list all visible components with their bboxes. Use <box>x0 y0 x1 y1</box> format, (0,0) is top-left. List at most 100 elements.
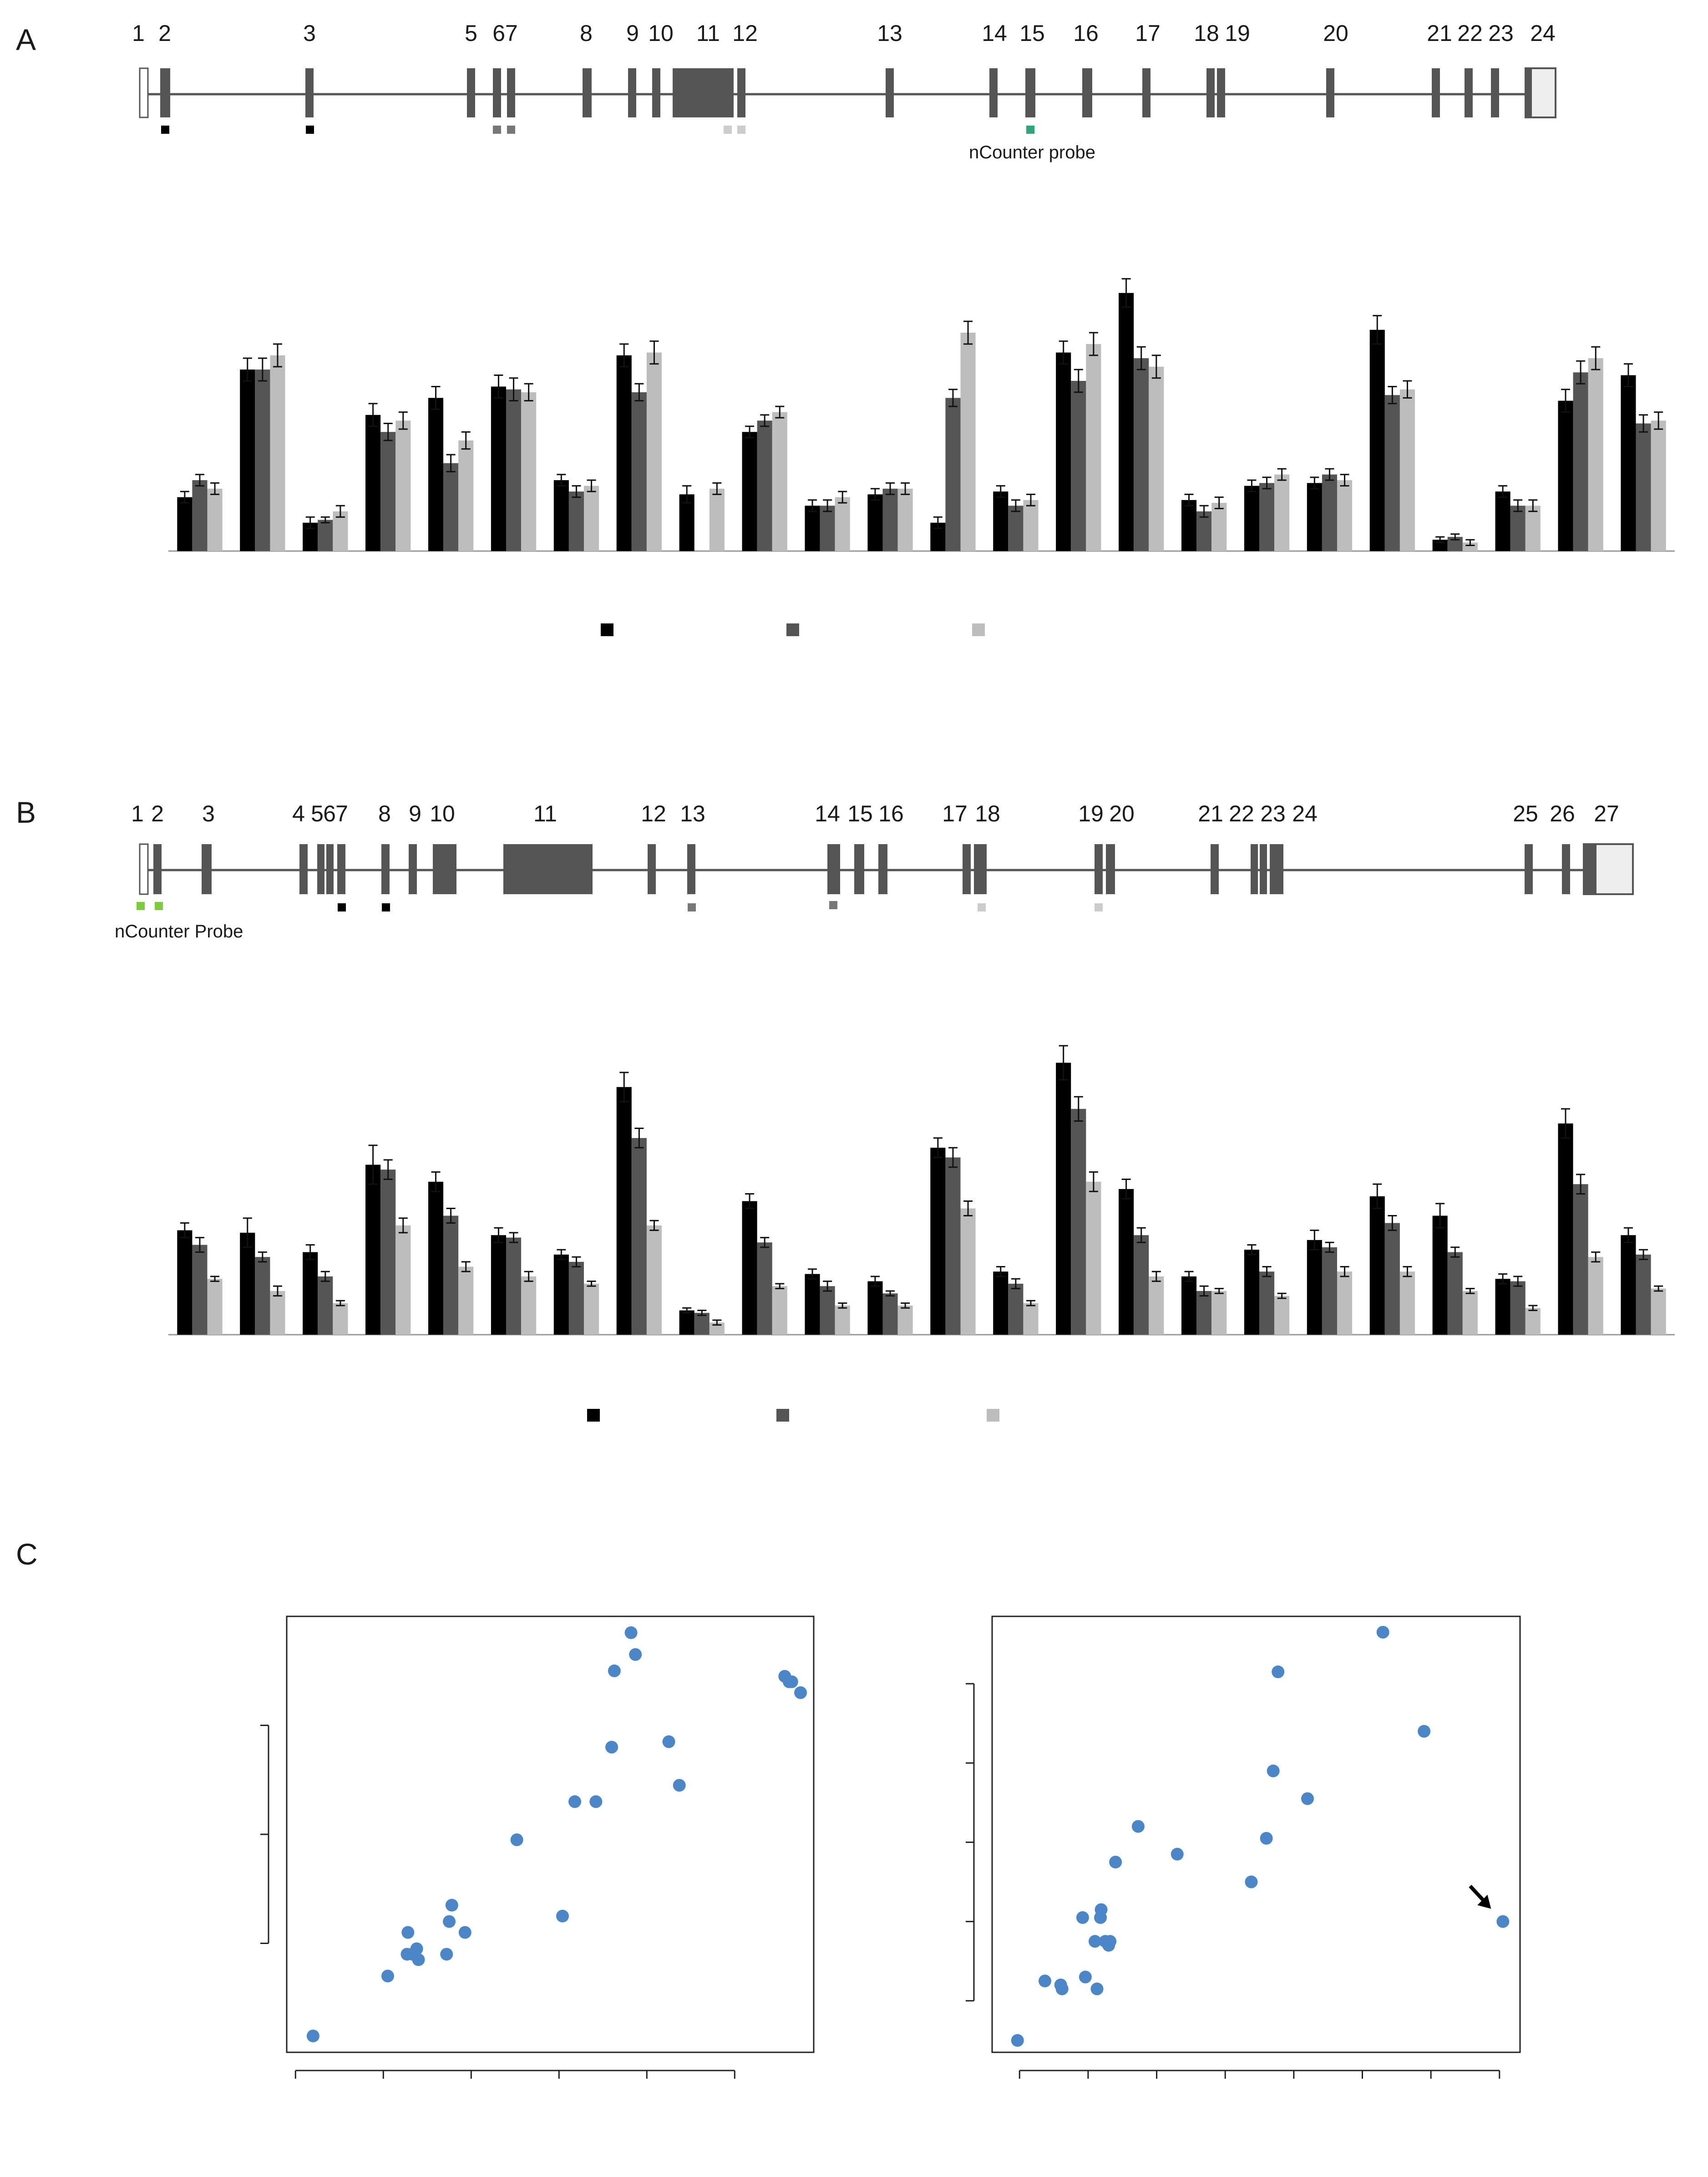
brca1-exon-label: 1 <box>132 20 145 46</box>
brca2-exon-label: 11 <box>533 801 557 826</box>
brca2-exon-label: 23 <box>1260 801 1286 826</box>
bar-brca1_e6e7 <box>1510 506 1526 551</box>
error-bar <box>933 516 943 529</box>
bar-brca1_e2e3 <box>240 370 255 551</box>
data-point <box>794 1686 807 1699</box>
error-bar <box>1325 1241 1334 1253</box>
data-point <box>1090 1982 1104 1995</box>
panel-label-b: B <box>16 795 36 829</box>
error-bar <box>1340 474 1349 487</box>
bar-brca1_e6e7 <box>1134 358 1149 551</box>
brca1-exon-18 <box>1206 68 1215 117</box>
error-bar <box>870 1276 880 1287</box>
bar-brca2_e13e14 <box>1636 1254 1651 1335</box>
bar-brca1_e11e12 <box>1274 474 1290 551</box>
brca2-primer-e7e8 <box>338 903 346 911</box>
error-bar <box>1136 1227 1146 1243</box>
bar-brca2_e18e19 <box>1149 1276 1164 1335</box>
bar-brca1_e2e3 <box>616 355 632 551</box>
bar-brca1_e6e7 <box>631 392 647 551</box>
data-point <box>443 1915 456 1928</box>
error-bar <box>383 423 393 441</box>
error-bar <box>649 340 659 365</box>
data-point <box>381 1969 394 1983</box>
bar-brca1_e2e3 <box>1495 491 1510 551</box>
bar-brca1_e6e7 <box>757 420 772 551</box>
brca2-exon-10 <box>433 844 456 894</box>
bar-brca2_e18e19 <box>1399 1271 1415 1335</box>
error-bar <box>1513 499 1523 512</box>
brca2-exon-label: 27 <box>1594 801 1619 826</box>
brca1-exon-3 <box>305 68 314 117</box>
error-bar <box>1388 385 1397 405</box>
brca1-exon-16 <box>1082 68 1092 117</box>
error-bar <box>273 343 282 368</box>
data-point <box>662 1735 675 1748</box>
brca1-exon-label: 5 <box>465 20 477 46</box>
brca1-exon-19 <box>1217 68 1225 117</box>
data-point <box>568 1795 582 1808</box>
data-point <box>458 1926 471 1939</box>
error-bar <box>1591 346 1601 370</box>
bar-brca1_e11e12 <box>960 333 976 551</box>
brca1-exon-17 <box>1142 68 1150 117</box>
brca2-exon-15 <box>854 844 864 894</box>
error-bar <box>1074 369 1083 393</box>
brca1-exon-7 <box>507 68 515 117</box>
brca2-exon-23 <box>1260 844 1267 894</box>
error-bar <box>431 385 441 410</box>
brca1-ncounter-probe-mark <box>1026 126 1034 134</box>
error-bar <box>1277 1292 1287 1299</box>
brca1-exon-label: 14 <box>982 20 1007 46</box>
legend-swatch <box>776 1409 789 1422</box>
brca1-exon-24-cds <box>1526 68 1532 117</box>
bar-brca2_e7e8 <box>1558 1123 1573 1335</box>
error-bar <box>1310 476 1319 490</box>
bar-brca1_e11e12 <box>584 486 599 551</box>
error-bar <box>210 1276 220 1282</box>
brca1-exon-label: 19 <box>1225 20 1250 46</box>
brca2-exon-label: 26 <box>1550 801 1575 826</box>
bar-brca2_e7e8 <box>1495 1279 1510 1335</box>
error-bar <box>1151 354 1161 379</box>
data-point <box>410 1942 423 1955</box>
bar-brca2_e7e8 <box>553 1254 569 1335</box>
bar-brca2_e13e14 <box>1134 1235 1149 1335</box>
brca2-exon-label: 16 <box>878 801 904 826</box>
brca1-gene-structure: 1 2 3 5 67 8 9 10 11 12 13 14 15 16 17 1… <box>132 20 1556 162</box>
bar-brca1_e6e7 <box>1196 511 1212 551</box>
brca1-exon-label: 15 <box>1019 20 1045 46</box>
error-bar <box>335 505 345 518</box>
bar-brca1_e2e3 <box>993 491 1009 551</box>
bar-brca2_e18e19 <box>270 1291 285 1335</box>
error-bar <box>180 1222 189 1239</box>
error-bar <box>509 377 518 402</box>
brca1-exon-6 <box>493 68 501 117</box>
brca1-expression-bar-chart <box>168 278 1675 636</box>
brca1-exon-label: 13 <box>877 20 902 46</box>
error-bar <box>572 1256 581 1268</box>
bar-brca2_e13e14 <box>443 1215 459 1335</box>
error-bar <box>1373 315 1382 345</box>
outlier-arrow-head-icon <box>1477 1894 1491 1909</box>
brca2-exon-label: 12 <box>641 801 666 826</box>
brca1-exon-23 <box>1491 68 1499 117</box>
brca1-primer-e2e3 <box>306 126 314 134</box>
bar-brca1_e11e12 <box>646 352 662 551</box>
error-bar <box>1059 1045 1068 1081</box>
bar-brca2_e18e19 <box>1023 1303 1039 1335</box>
brca2-exon-5 <box>317 844 324 894</box>
bar-brca1_e11e12 <box>1337 480 1353 551</box>
error-bar <box>1513 1276 1523 1287</box>
error-bar <box>305 1244 315 1261</box>
bar-brca1_e2e3 <box>491 386 506 551</box>
brca1-exon-21 <box>1432 68 1440 117</box>
error-bar <box>1121 1179 1131 1200</box>
data-point <box>556 1909 569 1923</box>
bar-brca1_e6e7 <box>1259 483 1275 551</box>
bar-brca2_e7e8 <box>177 1230 193 1335</box>
bar-brca2_e7e8 <box>1244 1250 1259 1335</box>
brca2-exon-6 <box>326 844 334 894</box>
error-bar <box>886 482 895 495</box>
brca2-primer-e18e19 <box>978 903 986 911</box>
